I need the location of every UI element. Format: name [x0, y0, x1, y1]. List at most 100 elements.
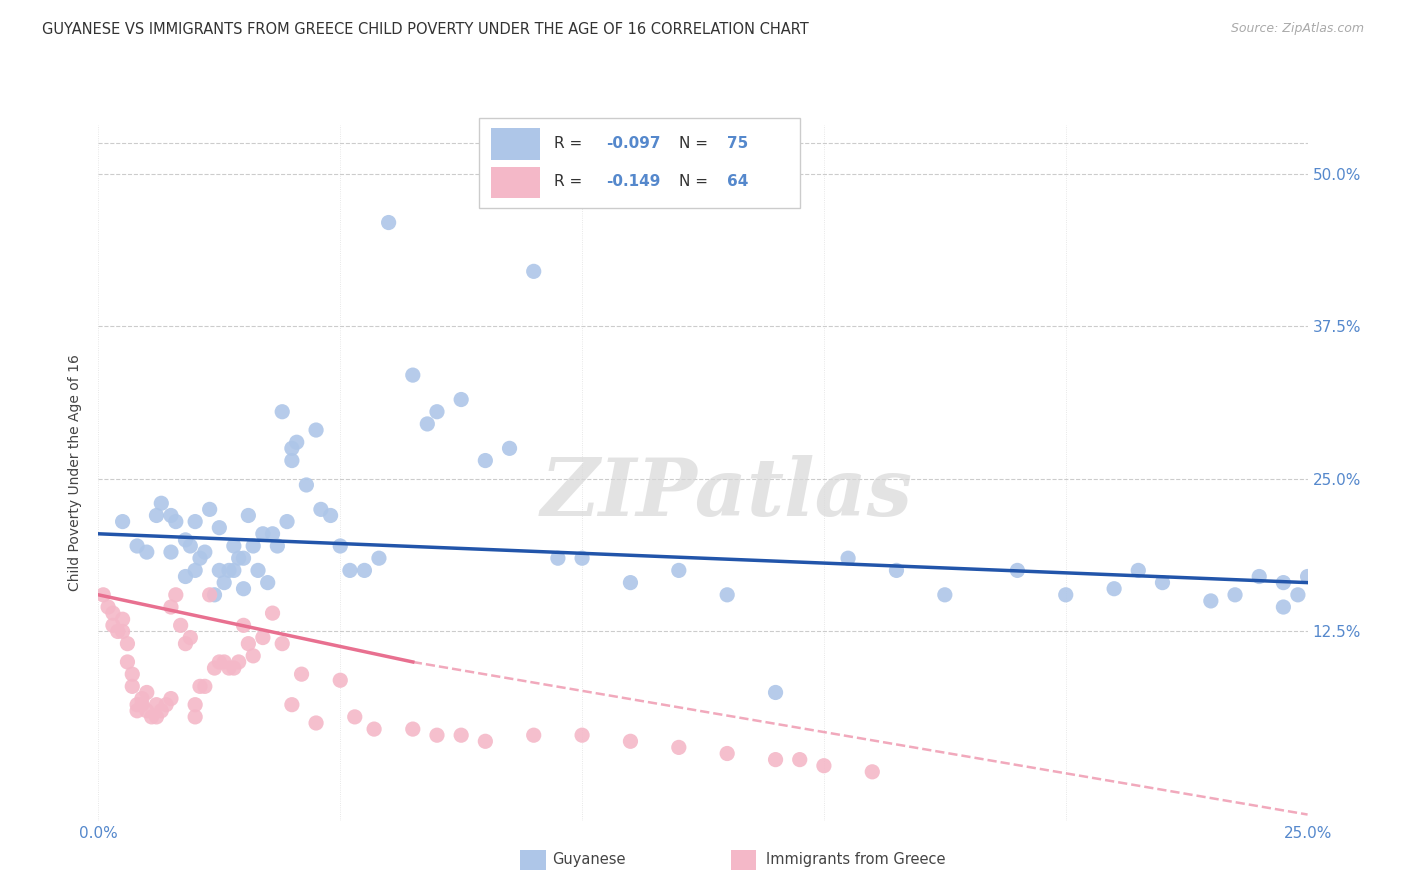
- Point: [402, 368, 425, 383]
- Point: [160, 691, 183, 706]
- Point: [212, 655, 235, 669]
- Point: [188, 679, 211, 693]
- Point: [165, 515, 187, 529]
- Text: Guyanese: Guyanese: [553, 853, 626, 867]
- Point: [281, 442, 304, 456]
- Point: [145, 698, 167, 712]
- Point: [242, 539, 264, 553]
- Point: [498, 442, 520, 456]
- Text: -0.097: -0.097: [606, 136, 661, 151]
- Point: [319, 508, 342, 523]
- Text: -0.149: -0.149: [606, 175, 661, 189]
- Point: [1296, 569, 1319, 583]
- Point: [117, 637, 139, 651]
- Point: [765, 685, 787, 699]
- Point: [1286, 588, 1309, 602]
- Text: R =: R =: [554, 136, 588, 151]
- Point: [281, 698, 304, 712]
- Point: [204, 588, 226, 602]
- Point: [934, 588, 956, 602]
- Point: [141, 710, 163, 724]
- Point: [188, 551, 211, 566]
- Point: [363, 722, 385, 736]
- Point: [619, 734, 641, 748]
- Point: [97, 600, 120, 615]
- Point: [238, 637, 260, 651]
- Point: [222, 661, 245, 675]
- Point: [179, 631, 201, 645]
- Point: [252, 631, 274, 645]
- Point: [271, 405, 294, 419]
- Point: [160, 600, 183, 615]
- Point: [160, 508, 183, 523]
- Point: [1007, 563, 1029, 577]
- Point: [523, 728, 546, 742]
- Point: [165, 588, 187, 602]
- Point: [256, 575, 278, 590]
- Point: [1272, 600, 1295, 615]
- Point: [813, 758, 835, 772]
- Point: [266, 539, 288, 553]
- Point: [523, 264, 546, 278]
- Point: [111, 624, 134, 639]
- Point: [426, 728, 449, 742]
- Point: [232, 551, 254, 566]
- Point: [262, 606, 284, 620]
- FancyBboxPatch shape: [479, 118, 800, 209]
- Point: [474, 734, 496, 748]
- Point: [145, 710, 167, 724]
- Point: [402, 722, 425, 736]
- Point: [198, 502, 221, 516]
- Point: [343, 710, 366, 724]
- Point: [169, 618, 191, 632]
- Point: [276, 515, 298, 529]
- Point: [127, 698, 149, 712]
- Point: [131, 691, 153, 706]
- Point: [242, 648, 264, 663]
- Point: [668, 563, 690, 577]
- Point: [716, 747, 738, 761]
- Text: Immigrants from Greece: Immigrants from Greece: [766, 853, 946, 867]
- Point: [228, 551, 250, 566]
- Point: [135, 545, 157, 559]
- Point: [305, 423, 328, 437]
- Point: [886, 563, 908, 577]
- Point: [1249, 569, 1271, 583]
- Point: [228, 655, 250, 669]
- Point: [150, 704, 173, 718]
- Point: [1199, 594, 1222, 608]
- Point: [179, 539, 201, 553]
- Point: [262, 526, 284, 541]
- Text: N =: N =: [679, 175, 713, 189]
- Point: [194, 545, 217, 559]
- Point: [174, 637, 197, 651]
- Point: [232, 618, 254, 632]
- Point: [305, 716, 328, 731]
- Point: [426, 405, 449, 419]
- Point: [1128, 563, 1150, 577]
- Point: [281, 453, 304, 467]
- Point: [184, 698, 207, 712]
- Point: [1152, 575, 1174, 590]
- Point: [252, 526, 274, 541]
- Point: [212, 575, 235, 590]
- Point: [101, 618, 124, 632]
- Text: 64: 64: [727, 175, 748, 189]
- Point: [837, 551, 859, 566]
- Point: [789, 753, 811, 767]
- Point: [155, 698, 177, 712]
- Point: [222, 563, 245, 577]
- Point: [174, 533, 197, 547]
- Point: [107, 624, 129, 639]
- Point: [121, 667, 143, 681]
- Point: [247, 563, 270, 577]
- Text: 75: 75: [727, 136, 748, 151]
- Point: [111, 515, 134, 529]
- Text: GUYANESE VS IMMIGRANTS FROM GREECE CHILD POVERTY UNDER THE AGE OF 16 CORRELATION: GUYANESE VS IMMIGRANTS FROM GREECE CHILD…: [42, 22, 808, 37]
- Point: [135, 685, 157, 699]
- Point: [285, 435, 308, 450]
- Point: [450, 392, 472, 407]
- Point: [1272, 575, 1295, 590]
- Point: [160, 545, 183, 559]
- Point: [474, 453, 496, 467]
